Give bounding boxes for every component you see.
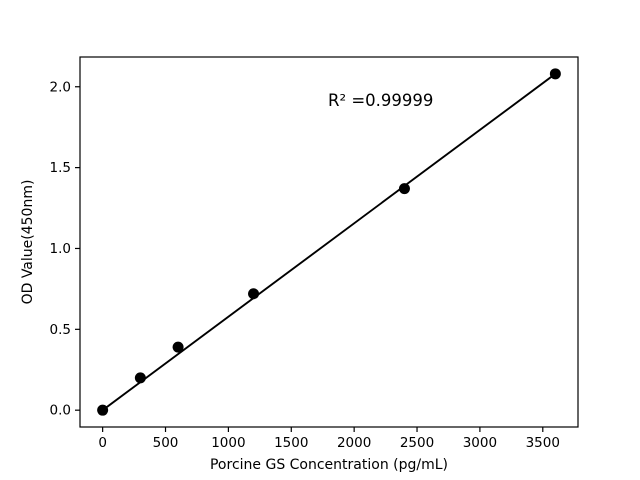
x-axis-label: Porcine GS Concentration (pg/mL)	[209, 457, 448, 473]
x-tick-label: 3000	[463, 435, 497, 451]
x-tick-label: 0	[98, 435, 107, 451]
data-point	[134, 372, 146, 384]
y-tick-label: 0.0	[50, 403, 71, 419]
x-tick-label: 1000	[211, 435, 245, 451]
y-tick-label: 1.0	[50, 241, 71, 257]
x-tick-label: 1500	[274, 435, 308, 451]
x-tick-label: 3500	[526, 435, 560, 451]
data-point	[549, 68, 561, 80]
x-tick-label: 2000	[337, 435, 371, 451]
y-tick-label: 2.0	[50, 79, 71, 95]
data-point	[97, 404, 109, 416]
data-point	[172, 341, 184, 353]
x-tick-label: 2500	[400, 435, 434, 451]
y-tick-label: 0.5	[50, 322, 71, 338]
x-tick-label: 500	[153, 435, 179, 451]
y-tick-label: 1.5	[50, 160, 71, 176]
r-squared-annotation: R² =0.99999	[328, 91, 434, 110]
fit-line	[102, 73, 556, 411]
plot-border	[79, 56, 579, 428]
y-axis-label: OD Value(450nm)	[20, 179, 36, 305]
data-point	[248, 288, 260, 300]
data-point	[398, 183, 410, 195]
